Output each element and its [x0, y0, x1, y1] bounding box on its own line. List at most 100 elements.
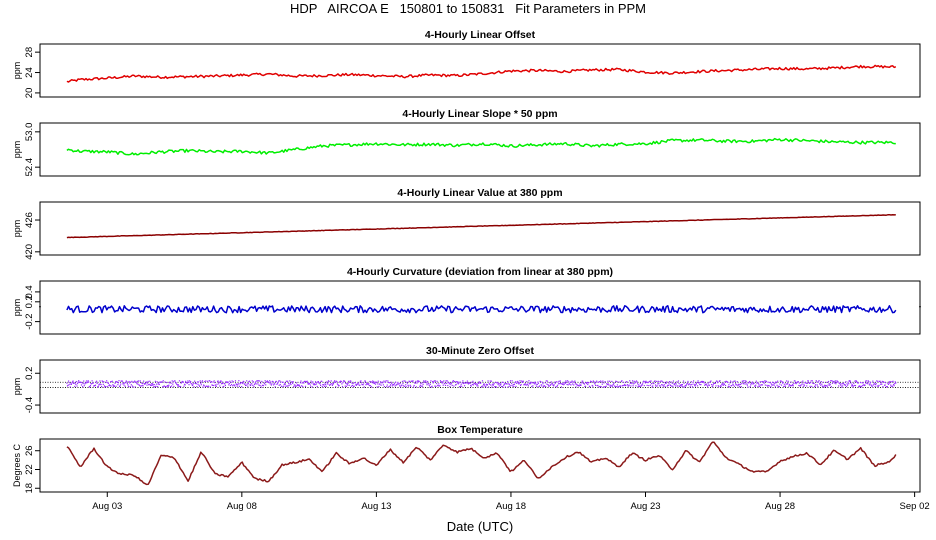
panel-5-point: [841, 383, 843, 385]
panel-5-point: [811, 380, 813, 382]
panel-5-point: [196, 381, 199, 383]
panel-5-point: [849, 380, 852, 382]
panel-5-point: [98, 384, 100, 386]
panel-5-point: [533, 383, 536, 385]
panel-5-point: [461, 385, 463, 387]
panel-5-point: [644, 381, 646, 383]
panel-5-point: [477, 382, 480, 384]
panel-5-point: [96, 382, 98, 385]
panel-5-point: [130, 381, 132, 383]
panel-5-point: [617, 386, 620, 388]
panel-5-point: [622, 384, 624, 387]
panel-5-point: [724, 384, 727, 387]
panel-5-point: [461, 382, 463, 384]
panel-5-point: [779, 383, 781, 385]
panel-5-point: [488, 386, 490, 388]
panel-5-point: [199, 385, 201, 387]
panel-5-point: [546, 383, 548, 385]
panel-5-point: [92, 382, 94, 384]
panel-5-point: [300, 380, 302, 382]
panel-5-point: [839, 382, 841, 384]
panel-5-point: [272, 384, 275, 386]
panel-5-point: [610, 385, 612, 387]
panel-5-point: [853, 384, 855, 387]
panel-5-point: [608, 384, 610, 386]
panel-5-point: [560, 382, 562, 385]
panel-5-point: [283, 385, 285, 387]
panel-5-point: [350, 380, 352, 382]
panel-5-point: [115, 385, 117, 387]
panel-5-point: [407, 384, 409, 386]
panel-5-point: [612, 383, 615, 385]
panel-5-point: [113, 384, 115, 387]
panel-5-point: [313, 383, 316, 385]
panel-5-point: [307, 382, 309, 384]
panel-5-point: [336, 381, 338, 383]
panel-5-point: [532, 385, 534, 387]
panel-5-point: [497, 383, 499, 386]
panel-5-point: [380, 384, 382, 386]
panel-5-point: [486, 384, 488, 386]
panel-5-point: [766, 384, 768, 386]
panel-5-point: [331, 383, 333, 385]
panel-5-point: [456, 382, 458, 384]
panel-5-point: [744, 383, 746, 385]
panel-5-point: [634, 381, 636, 383]
panel-5-point: [580, 382, 583, 384]
panel-5-point: [578, 385, 580, 387]
panel-5-point: [523, 384, 526, 386]
panel-5-point: [738, 386, 741, 388]
panel-6-ylabel: Degrees C: [12, 443, 22, 487]
panel-5-point: [101, 380, 103, 382]
panel-5-point: [611, 380, 613, 383]
panel-5-point: [520, 383, 522, 386]
panel-5-point: [397, 381, 399, 384]
panel-5-point: [269, 383, 271, 385]
panel-5-point: [502, 381, 504, 384]
panel-5-title: 30-Minute Zero Offset: [426, 345, 534, 357]
panel-5-point: [479, 381, 481, 383]
panel-5-point: [158, 383, 160, 386]
panel-5-point: [219, 385, 221, 387]
panel-5-point: [253, 385, 255, 388]
panel-4-ytick-label: 0.4: [24, 285, 35, 298]
panel-5-point: [246, 383, 248, 385]
panel-5-point: [501, 381, 503, 383]
panel-5-point: [309, 383, 311, 385]
panel-5-point: [877, 380, 879, 382]
panel-5-point: [144, 383, 146, 385]
panel-5-point: [517, 382, 519, 384]
panel-5-point: [104, 386, 107, 388]
panel-5-point: [421, 385, 424, 387]
panel-5-point: [749, 380, 751, 383]
panel-5-point: [768, 385, 770, 387]
panel-5-point: [649, 384, 652, 386]
panel-5-point: [167, 384, 169, 387]
panel-5-point: [187, 380, 189, 382]
panel-5-point: [847, 381, 849, 383]
panel-5-point: [432, 380, 434, 383]
panel-5-point: [346, 384, 349, 386]
panel-6-series-line: [66, 441, 897, 486]
panel-5-point: [781, 381, 783, 383]
panel-5-point: [668, 381, 671, 383]
panel-5-point: [741, 382, 743, 384]
panel-5-point: [351, 382, 353, 384]
panel-5-point: [894, 383, 896, 385]
panel-5-point: [213, 384, 215, 387]
panel-5-point: [624, 383, 626, 386]
panel-5-point: [817, 385, 819, 388]
panel-5-point: [661, 380, 663, 382]
panel-5-point: [861, 382, 863, 384]
panel-5-point: [325, 385, 327, 387]
panel-5-point: [631, 380, 634, 382]
panel-5-point: [287, 385, 289, 387]
panel-5-point: [218, 383, 220, 385]
panel-5-point: [229, 385, 232, 387]
panel-5-point: [556, 385, 558, 388]
panel-5-point: [706, 384, 708, 387]
panel-5-point: [571, 380, 573, 382]
panel-5-point: [403, 380, 405, 382]
panel-5-point: [481, 385, 483, 388]
panel-5-point: [118, 385, 121, 388]
